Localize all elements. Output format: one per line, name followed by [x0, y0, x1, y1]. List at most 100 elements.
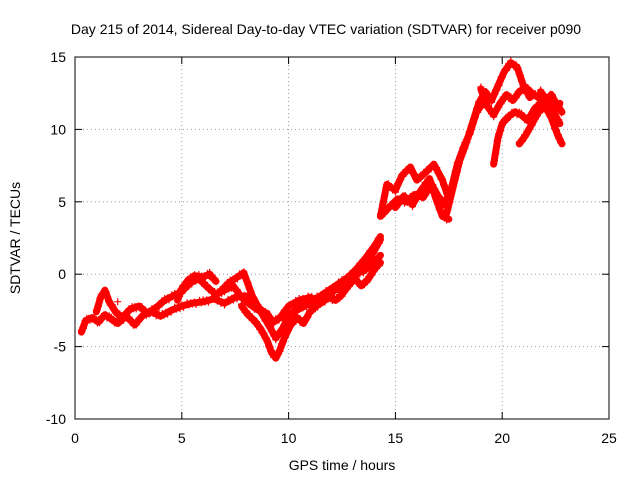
- y-axis-title: SDTVAR / TECUs: [7, 182, 23, 294]
- data-point: [526, 125, 534, 133]
- data-point: [175, 292, 183, 300]
- data-point: [413, 194, 421, 202]
- data-point: [482, 98, 490, 106]
- data-point: [539, 90, 547, 98]
- data-point: [495, 81, 503, 89]
- data-point: [514, 64, 522, 72]
- data-point: [463, 138, 471, 146]
- data-point: [517, 77, 525, 85]
- data-point: [260, 312, 268, 320]
- data-point: [427, 177, 435, 185]
- data-point: [497, 100, 505, 108]
- data-point: [95, 298, 103, 306]
- data-point: [250, 294, 258, 302]
- data-points: [77, 57, 566, 362]
- data-point: [495, 130, 503, 138]
- data-point: [260, 329, 268, 337]
- data-point: [449, 183, 457, 191]
- data-point: [104, 298, 112, 306]
- data-point: [282, 317, 290, 325]
- data-point: [490, 113, 498, 121]
- y-tick-labels: -10 -5 0 5 10 15: [46, 49, 66, 427]
- data-point: [491, 151, 499, 159]
- data-point: [374, 234, 382, 242]
- data-point: [253, 300, 261, 308]
- data-point: [410, 198, 418, 206]
- data-point: [466, 127, 474, 135]
- data-point: [278, 341, 286, 349]
- data-point: [515, 70, 523, 78]
- data-point: [254, 301, 262, 309]
- data-point: [263, 318, 271, 326]
- data-point: [446, 198, 454, 206]
- data-point: [98, 292, 106, 300]
- x-axis-title: GPS time / hours: [289, 457, 396, 473]
- data-point: [433, 199, 441, 207]
- data-point: [477, 83, 485, 91]
- data-point: [372, 241, 380, 249]
- data-point: [492, 149, 500, 157]
- data-point: [289, 320, 297, 328]
- data-point: [276, 347, 284, 355]
- data-point: [547, 112, 555, 120]
- data-point: [336, 280, 344, 288]
- data-point: [459, 149, 467, 157]
- x-tick-label: 25: [601, 430, 617, 446]
- data-point: [434, 169, 442, 177]
- data-point: [436, 206, 444, 214]
- data-point: [304, 314, 312, 322]
- data-point: [431, 192, 439, 200]
- y-tick-label: 10: [50, 121, 66, 137]
- data-point: [367, 247, 375, 255]
- data-point: [429, 185, 437, 193]
- data-point: [443, 216, 451, 224]
- data-point: [518, 79, 526, 87]
- data-point: [497, 122, 505, 130]
- data-point: [434, 200, 442, 208]
- data-point: [447, 192, 455, 200]
- data-point: [280, 338, 288, 346]
- data-point: [264, 338, 272, 346]
- data-point: [450, 177, 458, 185]
- data-point: [266, 343, 274, 351]
- data-point: [408, 202, 416, 210]
- data-point: [211, 274, 219, 282]
- data-point: [80, 320, 88, 328]
- series-track-2: [92, 274, 271, 322]
- data-point: [396, 200, 404, 208]
- data-point: [281, 334, 289, 342]
- data-point: [462, 139, 470, 147]
- data-point: [374, 255, 382, 263]
- data-point: [221, 285, 229, 293]
- data-point: [497, 126, 505, 134]
- data-point: [436, 170, 444, 178]
- data-point: [552, 125, 560, 133]
- data-point: [490, 157, 498, 165]
- data-point: [253, 318, 261, 326]
- data-point: [472, 109, 479, 117]
- data-point: [285, 326, 293, 334]
- data-point: [441, 182, 449, 190]
- series-track-13: [515, 102, 566, 148]
- series-track-4: [216, 233, 384, 344]
- data-point: [93, 306, 101, 314]
- plot-frame: [74, 56, 610, 420]
- data-point: [461, 145, 469, 153]
- data-point: [233, 286, 241, 294]
- data-point: [277, 344, 285, 352]
- data-point: [266, 322, 274, 330]
- data-point: [262, 334, 270, 342]
- y-tick-label: 0: [58, 266, 66, 282]
- series-track-7: [376, 160, 453, 220]
- data-point: [96, 319, 104, 327]
- data-point: [548, 91, 556, 99]
- y-tick-label: 5: [58, 194, 66, 210]
- grid-layer: [75, 57, 609, 419]
- data-point: [518, 137, 526, 145]
- data-point: [105, 297, 113, 305]
- data-point: [240, 268, 248, 276]
- data-point: [257, 324, 265, 332]
- data-point: [102, 288, 110, 296]
- data-point: [229, 296, 237, 304]
